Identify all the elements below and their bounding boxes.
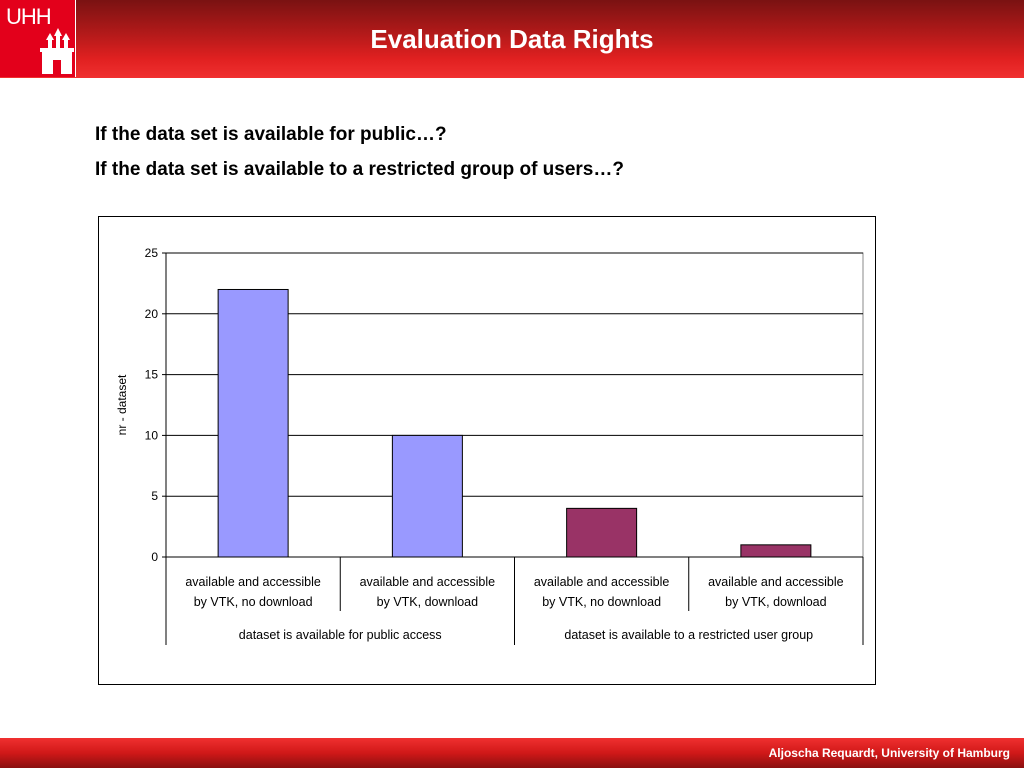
y-tick-label: 10 (145, 428, 159, 442)
bar (217, 288, 289, 558)
footer-bar: Aljoscha Requardt, University of Hamburg (0, 738, 1024, 768)
category-label-line2: by VTK, download (377, 595, 478, 609)
page-title: Evaluation Data Rights (370, 24, 654, 54)
y-tick-label: 20 (145, 307, 159, 321)
question-restricted: If the data set is available to a restri… (95, 159, 624, 180)
category-label-line2: by VTK, no download (194, 595, 313, 609)
question-public: If the data set is available for public…… (95, 124, 447, 145)
chart-frame: 0 5 10 15 20 25 nr - dataset available and acce… (98, 216, 876, 685)
y-axis-label: nr - dataset (115, 374, 129, 435)
header-bar: UHH Evaluation Data Rights (0, 0, 1024, 78)
group-label: dataset is available to a restricted use… (564, 628, 813, 642)
bar (740, 544, 812, 558)
university-logo: UHH (0, 0, 76, 77)
bar (391, 434, 463, 558)
category-label-line1: available and accessible (185, 575, 321, 589)
bar (566, 507, 638, 558)
footer-author: Aljoscha Requardt, University of Hamburg (768, 746, 1010, 760)
y-tick-label: 0 (151, 550, 158, 564)
castle-icon (40, 28, 74, 74)
y-tick-label: 15 (145, 368, 159, 382)
logo-text: UHH (6, 4, 52, 29)
category-label-line2: by VTK, no download (542, 595, 661, 609)
y-tick-label: 5 (151, 489, 158, 503)
category-label-line2: by VTK, download (725, 595, 826, 609)
category-label-line1: available and accessible (534, 575, 670, 589)
category-label-line1: available and accessible (708, 575, 844, 589)
bar-chart: 0 5 10 15 20 25 nr - dataset available and acce… (115, 246, 864, 645)
group-label: dataset is available for public access (239, 628, 442, 642)
category-label-line1: available and accessible (360, 575, 496, 589)
y-tick-label: 25 (145, 246, 159, 260)
